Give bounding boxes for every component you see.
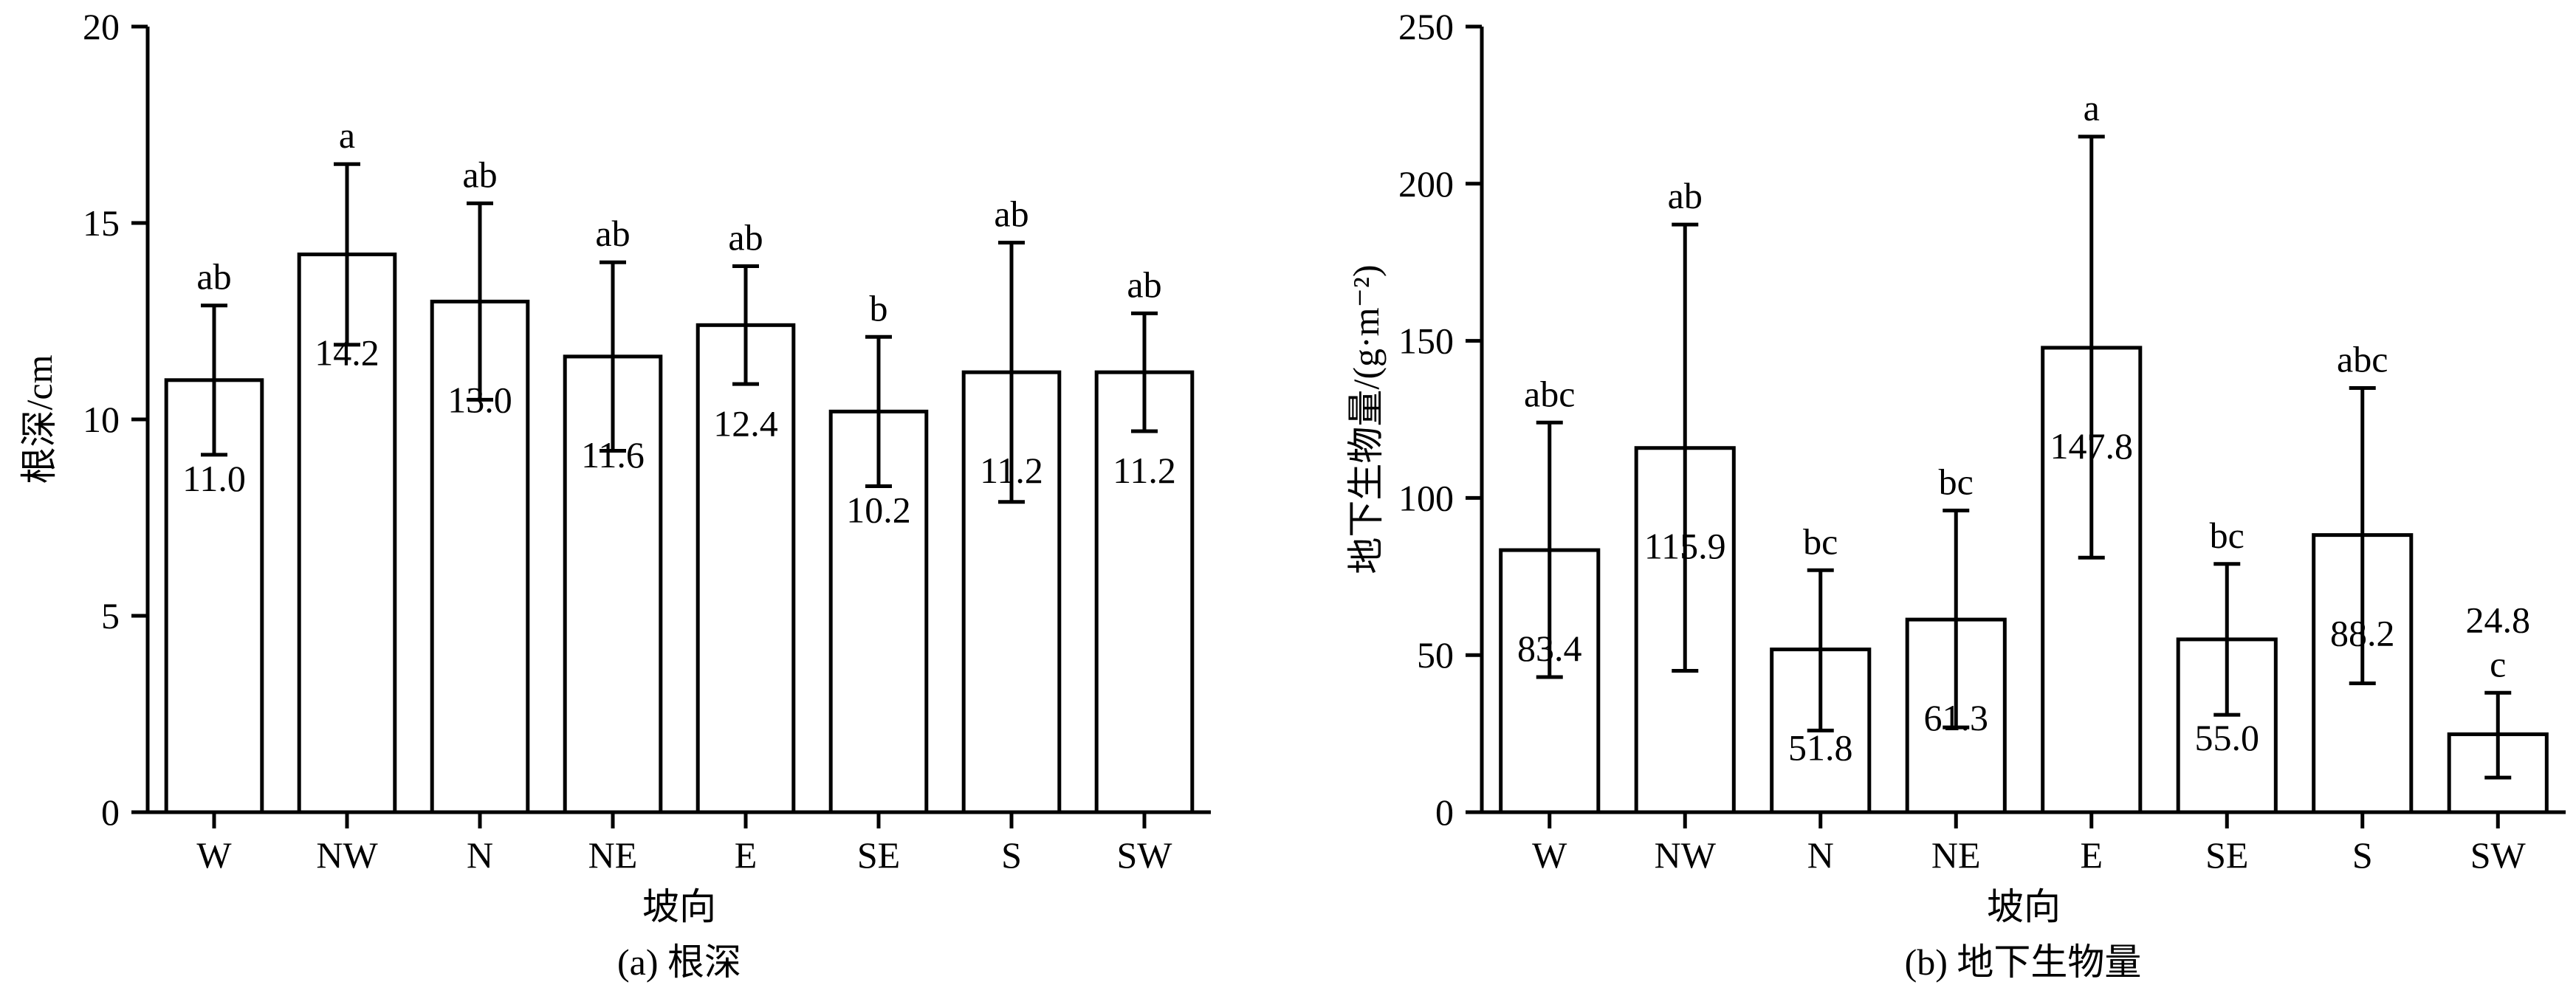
panel-b-y-axis-label: 地下生物量/(g·m⁻²): [1345, 264, 1387, 574]
panel-b-y-tick-label: 50: [1417, 634, 1454, 676]
panel-a-y-tick-label: 5: [101, 595, 120, 636]
panel-b-value-label: 61.3: [1924, 697, 1989, 738]
panel-a-value-label: 10.2: [846, 489, 911, 530]
panel-b-significance-letter: abc: [1524, 373, 1575, 414]
panel-a-x-tick-label: W: [196, 834, 232, 876]
panel-a-x-tick-label: E: [735, 834, 758, 876]
panel-a-bar: [695, 323, 796, 814]
panel-a-y-tick-label: 10: [83, 399, 120, 440]
panel-a-x-tick-label: SE: [857, 834, 900, 876]
panel-a-significance-letter: ab: [1127, 264, 1161, 305]
panel-b-x-tick-label: W: [1532, 834, 1567, 876]
panel-a-bar: [1094, 370, 1195, 814]
panel-b-significance-letter: bc: [1939, 461, 1974, 502]
panel-a-value-label: 11.2: [980, 450, 1043, 491]
panel-a-x-tick-label: SW: [1117, 834, 1173, 876]
panel-a-x-tick-label: N: [467, 834, 493, 876]
panel-a-significance-letter: a: [339, 114, 355, 156]
panel-b-plot-area: 050100150200250abc83.4Wab115.9NWbc51.8Nb…: [1398, 6, 2566, 876]
panel-a-significance-letter: ab: [994, 193, 1028, 235]
panel-b-x-tick-label: S: [2352, 834, 2373, 876]
panel-b-y-tick-label: 0: [1435, 792, 1454, 833]
panel-b-caption: (b) 地下生物量: [1905, 941, 2142, 983]
panel-b-x-tick-label: SE: [2205, 834, 2248, 876]
panel-b-value-label: 55.0: [2195, 717, 2260, 758]
panel-b-significance-letter: bc: [1803, 521, 1838, 562]
panel-a-significance-letter: ab: [462, 154, 497, 195]
panel-a-value-label: 12.4: [713, 402, 778, 444]
panel-b-y-tick-label: 250: [1398, 6, 1454, 47]
panel-b-significance-letter: a: [2084, 87, 2100, 128]
panel-b-x-tick-label: SW: [2470, 834, 2527, 876]
panel-a-y-tick-label: 0: [101, 792, 120, 833]
panel-b-x-tick-label: E: [2080, 834, 2103, 876]
panel-b-y-tick-label: 100: [1398, 477, 1454, 518]
panel-b-value-label: 147.8: [2050, 425, 2134, 467]
panel-b-belowground-biomass: 050100150200250abc83.4Wab115.9NWbc51.8Nb…: [1345, 6, 2566, 983]
panel-a-significance-letter: b: [870, 287, 888, 329]
panel-a-significance-letter: ab: [196, 256, 231, 298]
panel-a-x-tick-label: S: [1001, 834, 1022, 876]
panel-a-significance-letter: ab: [595, 213, 630, 254]
panel-a-caption: (a) 根深: [617, 941, 741, 983]
panel-b-value-label: 88.2: [2330, 613, 2395, 654]
panel-b-value-label: 115.9: [1644, 526, 1726, 567]
panel-b-significance-letter: c: [2490, 643, 2506, 684]
panel-b-y-tick-label: 200: [1398, 163, 1454, 205]
panel-b-x-tick-label: NE: [1931, 834, 1981, 876]
panel-b-x-tick-label: NW: [1655, 834, 1717, 876]
panel-b-value-label: 51.8: [1788, 727, 1853, 769]
panel-a-significance-letter: ab: [728, 217, 763, 258]
panel-a-value-label: 13.0: [447, 379, 512, 420]
panel-a-value-label: 14.2: [315, 332, 379, 374]
panel-a-value-label: 11.0: [182, 458, 246, 499]
panel-b-y-tick-label: 150: [1398, 320, 1454, 362]
panel-a-root-depth: 0 5 10 15 20 ab 11.0 Wa 14.2 NW ab 13.0 Nab 11.6 NE ab 1…: [18, 6, 1211, 983]
panel-a-x-tick-label: NE: [588, 834, 638, 876]
panel-b-significance-letter: ab: [1668, 175, 1703, 216]
panel-b-x-tick-label: N: [1807, 834, 1834, 876]
panel-a-value-label: 11.2: [1113, 450, 1176, 491]
panel-b-value-label: 24.8: [2466, 599, 2531, 640]
panel-a-y-tick-label: 20: [83, 6, 120, 47]
panel-a-value-label: 11.6: [581, 434, 645, 476]
panel-a-plot-area: 0 5 10 15 20 ab 11.0 Wa 14.2 NW ab 13.0 Nab 11.6 NE ab 1…: [83, 6, 1211, 876]
panel-b-x-axis-label: 坡向: [1987, 886, 2061, 927]
panel-a-x-axis-label: 坡向: [642, 886, 716, 927]
panel-a-bar: [297, 253, 397, 814]
panel-a-y-axis-label: 根深/cm: [18, 354, 60, 484]
panel-b-significance-letter: bc: [2210, 515, 2244, 556]
panel-a-x-tick-label: NW: [316, 834, 378, 876]
panel-b-value-label: 83.4: [1517, 628, 1582, 669]
panel-a-y-tick-label: 15: [83, 202, 120, 244]
panel-b-significance-letter: abc: [2337, 338, 2388, 380]
